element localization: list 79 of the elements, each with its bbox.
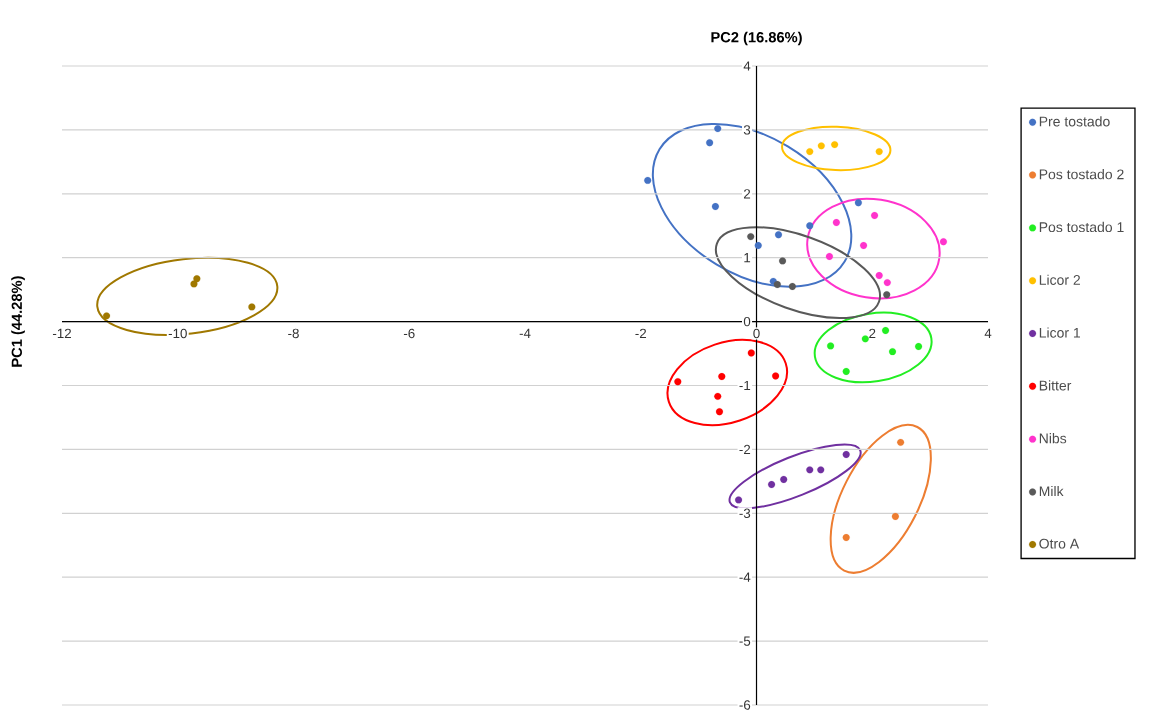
x-tick-label: -8 [288,328,299,339]
point [897,438,905,446]
legend-label: Licor 1 [1039,327,1080,338]
y-axis-title: PC1 (44.28%) [11,276,25,367]
point [103,312,111,320]
y-tick-label: -4 [739,572,751,582]
point [861,335,869,343]
x-tick-label: -6 [403,328,415,339]
point [827,342,835,350]
point [882,327,890,335]
y-tick-label: 0 [743,316,751,327]
point [193,275,201,283]
x-tick-label: 4 [984,328,992,338]
point [714,125,722,133]
point [706,139,714,147]
point [718,373,726,381]
point [825,252,833,260]
legend-label: Otro A [1039,538,1080,549]
point [817,466,825,474]
point [915,342,923,351]
point [779,257,787,265]
point [806,148,814,156]
x-axis-title: PC2 (16.86%) [711,31,802,46]
point [817,142,825,150]
x-tick-label: -10 [168,328,187,339]
point [714,392,722,400]
point [711,203,719,211]
point [788,282,796,290]
point [754,242,762,250]
point [891,512,899,521]
point [842,367,850,375]
point [831,141,839,149]
point [832,219,840,227]
point [768,481,776,489]
point [773,280,781,289]
legend-label: Pos tostado 2 [1039,169,1124,180]
legend-label: Licor 2 [1039,274,1080,285]
point [806,466,814,474]
point [871,211,879,220]
y-tick-label: -2 [739,444,751,455]
y-tick-label: 1 [744,253,751,263]
point [747,233,755,241]
point [774,231,783,239]
point [842,450,850,459]
x-tick-label: -12 [52,328,71,339]
point [875,272,883,280]
legend-label: Bitter [1039,380,1072,391]
point [888,348,897,356]
point [860,242,868,250]
point [883,279,891,287]
y-tick-label: -3 [739,508,751,519]
point [715,408,724,416]
y-tick-label: -1 [739,380,751,391]
y-tick-label: 2 [743,189,751,199]
point [883,291,891,299]
legend-label: Pre tostado [1039,116,1110,127]
y-tick-label: -6 [739,700,751,710]
legend-label: Milk [1039,485,1064,497]
point [780,475,788,483]
point [674,378,682,386]
point [747,349,755,357]
point [939,238,947,246]
x-tick-label: 0 [753,328,760,339]
y-tick-label: 3 [743,125,751,135]
legend-label: Nibs [1039,433,1067,444]
y-tick-label: -5 [739,636,751,646]
point [854,199,862,207]
y-tick-label: 4 [743,61,751,71]
point [875,148,883,156]
x-tick-label: -2 [635,328,647,339]
point [735,496,743,504]
point [842,534,850,542]
point [806,222,814,230]
point [644,176,652,184]
x-tick-label: 2 [869,328,876,339]
x-tick-label: -4 [519,328,531,338]
point [248,303,256,311]
point [772,372,780,380]
legend-label: Pos tostado 1 [1039,221,1124,233]
